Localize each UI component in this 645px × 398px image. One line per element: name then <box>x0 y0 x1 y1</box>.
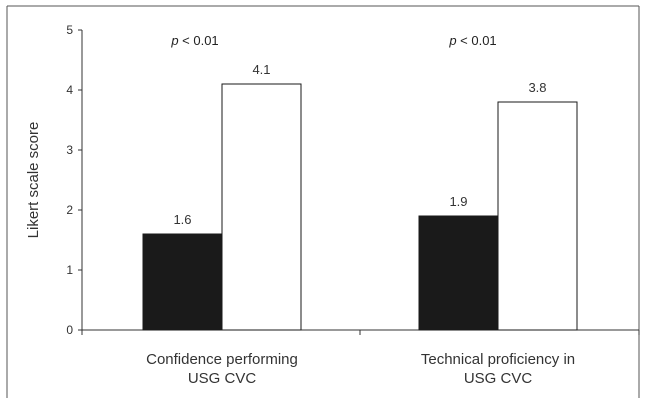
y-tick-label: 5 <box>66 23 73 37</box>
category-label: Technical proficiency in <box>421 351 575 368</box>
annotations: p < 0.01 p < 0.01 <box>170 33 496 48</box>
y-tick-label: 0 <box>66 323 73 337</box>
bar <box>142 233 223 331</box>
y-tick-label: 3 <box>66 143 73 157</box>
bars <box>142 83 578 331</box>
y-axis-label: Likert scale score <box>25 122 42 239</box>
bar-value-label: 1.6 <box>173 212 191 227</box>
y-tick-label: 2 <box>66 203 73 217</box>
y-tick-label: 1 <box>66 263 73 277</box>
bar-value-label: 1.9 <box>449 194 467 209</box>
category-label: Confidence performing <box>146 351 298 368</box>
bar <box>418 215 499 331</box>
y-axis: 0 1 2 3 4 5 <box>66 23 83 337</box>
category-labels: Confidence performing USG CVC Technical pr… <box>146 351 575 387</box>
category-label: USG CVC <box>464 370 533 387</box>
significance-annotation: p < 0.01 <box>170 33 218 48</box>
bar <box>497 101 578 331</box>
category-label: USG CVC <box>188 370 257 387</box>
x-axis <box>81 329 640 335</box>
y-tick-label: 4 <box>66 83 73 97</box>
data-labels: 1.6 1.9 4.1 3.8 <box>173 62 546 227</box>
bar-value-label: 4.1 <box>252 62 270 77</box>
bar-value-label: 3.8 <box>528 80 546 95</box>
significance-annotation: p < 0.01 <box>448 33 496 48</box>
bar <box>221 83 302 331</box>
